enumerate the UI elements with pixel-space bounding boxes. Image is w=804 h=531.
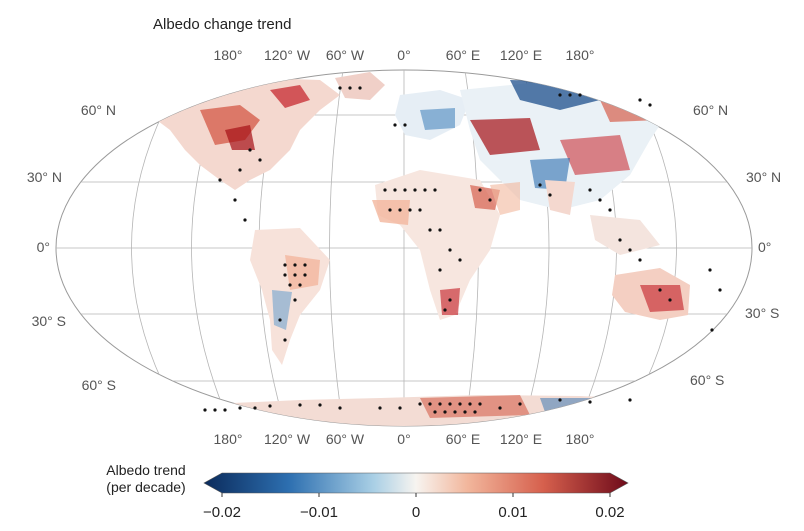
greenland: [335, 72, 385, 100]
lat-label: 30° S: [745, 305, 779, 321]
lat-label: 60° S: [82, 377, 116, 393]
colorbar-label: Albedo trend (per decade): [96, 462, 196, 496]
lon-label: 180°: [214, 431, 243, 447]
colorbar: [203, 472, 629, 497]
lon-label: 60° W: [326, 47, 365, 63]
colorbar-tick: −0.02: [203, 504, 241, 521]
lat-label: 30° N: [27, 169, 62, 185]
lon-label: 60° E: [446, 431, 480, 447]
colorbar-tick: 0.02: [595, 504, 625, 521]
map-title: Albedo change trend: [153, 16, 292, 33]
lon-labels-bottom: 180° 120° W 60° W 0° 60° E 120° E 180°: [214, 431, 595, 447]
lon-labels-top: 180° 120° W 60° W 0° 60° E 120° E 180°: [214, 47, 595, 63]
colorbar-tick: −0.01: [300, 504, 338, 521]
lon-label: 180°: [566, 47, 595, 63]
significance-dots: [203, 86, 722, 414]
lat-labels-right: 60° N 30° N 0° 30° S 60° S: [690, 102, 781, 388]
colorbar-label-line1: Albedo trend: [106, 462, 186, 478]
lon-label: 60° E: [446, 47, 480, 63]
lon-label: 0°: [397, 431, 410, 447]
lat-label: 0°: [758, 239, 771, 255]
lat-label: 0°: [37, 239, 50, 255]
lon-label: 180°: [566, 431, 595, 447]
lat-label: 60° S: [690, 372, 724, 388]
colorbar-gradient: [203, 472, 629, 494]
lon-label: 120° W: [264, 431, 311, 447]
lon-label: 120° E: [500, 431, 542, 447]
lon-label: 120° W: [264, 47, 311, 63]
lat-label: 30° N: [746, 169, 781, 185]
lon-label: 0°: [397, 47, 410, 63]
lon-label: 120° E: [500, 47, 542, 63]
lon-label: 180°: [214, 47, 243, 63]
colorbar-tick: 0.01: [498, 504, 528, 521]
lat-label: 30° S: [32, 313, 66, 329]
colorbar-tick: 0: [411, 504, 421, 521]
lat-label: 60° N: [81, 102, 116, 118]
albedo-trend-field: [140, 72, 700, 426]
lat-label: 60° N: [693, 102, 728, 118]
lon-label: 60° W: [326, 431, 365, 447]
colorbar-label-line2: (per decade): [106, 479, 186, 495]
lat-labels-left: 60° N 30° N 0° 30° S 60° S: [27, 102, 116, 393]
